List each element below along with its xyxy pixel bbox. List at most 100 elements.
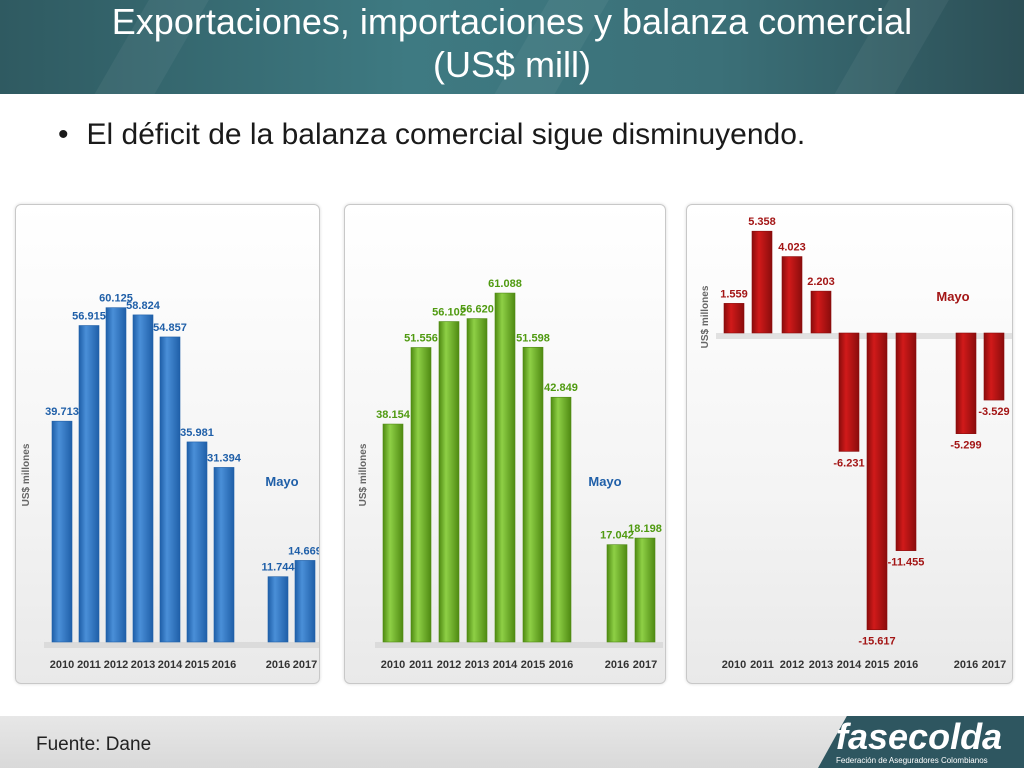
x-tick-label-1: 2011: [77, 659, 101, 671]
logo-text: fasecolda: [836, 716, 1003, 757]
chart-floor: [716, 333, 1012, 339]
value-label-6: 31.394: [207, 452, 242, 464]
value-label-0: 39.713: [45, 406, 79, 418]
chart-floor: [44, 642, 319, 648]
y-axis-label: US$ millones: [358, 443, 369, 506]
x-tick-label-2: 2012: [437, 659, 461, 671]
value-label-7: -5.299: [950, 440, 981, 452]
value-label-7: 11.744: [261, 562, 295, 574]
x-tick-label-0: 2010: [381, 659, 405, 671]
bar-2016-7: [955, 332, 977, 434]
bar-2014-4: [159, 336, 181, 643]
bar-2014-4: [838, 332, 860, 452]
x-tick-label-7: 2016: [954, 659, 978, 671]
bar-2013-3: [132, 314, 154, 643]
logo-subtitle: Federación de Aseguradores Colombianos: [836, 756, 988, 765]
x-tick-label-6: 2016: [549, 659, 573, 671]
value-label-3: 2.203: [807, 276, 835, 288]
exports-chart: 39.713 2010 56.915 2011 60.125 2012 58.824 2013…: [21, 293, 319, 671]
x-tick-label-2: 2012: [104, 659, 128, 671]
slide-title-line2: (US$ mill): [433, 44, 591, 85]
source-note: Fuente: Dane: [36, 734, 152, 755]
bar-2013-3: [466, 318, 488, 643]
bar-2016-6: [550, 396, 572, 643]
bar-2013-3: [810, 290, 832, 334]
bar-2012-2: [105, 307, 127, 643]
x-tick-label-8: 2017: [633, 659, 657, 671]
bar-2012-2: [438, 321, 460, 643]
balance-chart-panel: 1.559 2010 5.358 2011 4.023 2012 2.203 2013 -6.2…: [686, 204, 1013, 684]
bar-2015-5: [522, 346, 544, 643]
value-label-0: 38.154: [376, 409, 411, 421]
x-tick-label-4: 2014: [493, 659, 518, 671]
bar-2016-6: [895, 332, 917, 551]
annotation-mayo: Mayo: [265, 474, 298, 489]
bullet-text: El déficit de la balanza comercial sigue…: [86, 118, 806, 151]
value-label-2: 4.023: [778, 242, 806, 254]
value-label-7: 17.042: [600, 530, 634, 542]
x-tick-label-3: 2013: [809, 659, 833, 671]
slide-title-line1: Exportaciones, importaciones y balanza c…: [111, 1, 913, 42]
x-tick-label-0: 2010: [722, 659, 746, 671]
exports-chart-panel: 39.713 2010 56.915 2011 60.125 2012 58.824 2013…: [15, 204, 320, 684]
value-label-1: 5.358: [748, 216, 776, 228]
annotation-mayo: Mayo: [936, 289, 969, 304]
value-label-3: 58.824: [126, 300, 161, 312]
bar-2012-2: [781, 256, 803, 334]
x-tick-label-1: 2011: [750, 659, 774, 671]
fasecolda-logo: [818, 716, 1024, 768]
value-label-8: 14.669: [288, 545, 319, 557]
x-tick-label-3: 2013: [465, 659, 489, 671]
x-tick-label-5: 2015: [185, 659, 209, 671]
value-label-4: 61.088: [488, 278, 522, 290]
x-tick-label-7: 2016: [605, 659, 629, 671]
bar-2017-8: [983, 332, 1005, 401]
value-label-6: 42.849: [544, 382, 578, 394]
bar-2015-5: [186, 441, 208, 643]
value-label-2: 60.125: [99, 293, 133, 305]
bar-2011-1: [751, 230, 773, 334]
bar-2010-0: [723, 303, 745, 334]
value-label-5: 51.598: [516, 332, 550, 344]
bar-2015-5: [866, 332, 888, 631]
y-axis-label: US$ millones: [21, 443, 32, 506]
x-tick-label-6: 2016: [212, 659, 236, 671]
x-tick-label-3: 2013: [131, 659, 155, 671]
x-tick-label-4: 2014: [158, 659, 183, 671]
value-label-4: 54.857: [153, 322, 187, 334]
value-label-5: 35.981: [180, 427, 214, 439]
x-tick-label-0: 2010: [50, 659, 74, 671]
value-label-6: -11.455: [888, 557, 925, 569]
x-tick-label-5: 2015: [521, 659, 545, 671]
imports-chart-panel: 38.154 2010 51.556 2011 56.102 2012 56.620 2013…: [344, 204, 666, 684]
bar-2016-7: [606, 544, 628, 643]
x-tick-label-5: 2015: [865, 659, 889, 671]
value-label-8: -3.529: [978, 406, 1009, 418]
value-label-0: 1.559: [720, 288, 748, 300]
value-label-1: 56.915: [72, 311, 106, 323]
x-tick-label-2: 2012: [780, 659, 804, 671]
x-tick-label-4: 2014: [837, 659, 862, 671]
x-tick-label-6: 2016: [894, 659, 918, 671]
bar-2011-1: [410, 347, 432, 643]
bar-2010-0: [382, 423, 404, 643]
y-axis-label: US$ millones: [700, 285, 711, 348]
bullet-dot-icon: •: [58, 118, 69, 151]
x-tick-label-8: 2017: [293, 659, 317, 671]
value-label-4: -6.231: [833, 457, 864, 469]
bar-2016-6: [213, 467, 235, 643]
bar-2011-1: [78, 325, 100, 643]
value-label-1: 51.556: [404, 333, 438, 345]
bar-2010-0: [51, 420, 73, 643]
value-label-2: 56.102: [432, 307, 466, 319]
bar-2014-4: [494, 292, 516, 643]
bar-2016-7: [267, 576, 289, 643]
balance-chart: 1.559 2010 5.358 2011 4.023 2012 2.203 2013 -6.2…: [700, 216, 1012, 671]
bullet-point: • El déficit de la balanza comercial sigu…: [58, 118, 805, 152]
chart-floor: [375, 642, 663, 648]
slide-title: Exportaciones, importaciones y balanza c…: [20, 0, 1004, 86]
bar-2017-8: [634, 537, 656, 643]
value-label-5: -15.617: [858, 636, 895, 648]
imports-chart: 38.154 2010 51.556 2011 56.102 2012 56.620 2013…: [358, 278, 663, 671]
value-label-3: 56.620: [460, 304, 494, 316]
